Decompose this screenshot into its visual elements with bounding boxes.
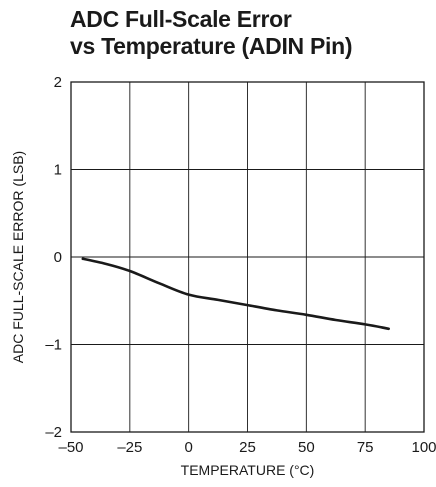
y-tick-labels: –2 –1 0 1 2 <box>45 74 62 441</box>
x-tick-label: –50 <box>58 439 83 456</box>
series-line <box>81 257 390 331</box>
y-tick-label: –2 <box>45 424 62 441</box>
y-axis-label: ADC FULL-SCALE ERROR (LSB) <box>10 151 26 363</box>
plot-frame <box>70 81 425 433</box>
x-axis-label: TEMPERATURE (°C) <box>181 462 315 478</box>
y-tick-label: 2 <box>54 74 62 91</box>
chart-title-line-2: vs Temperature (ADIN Pin) <box>70 33 353 59</box>
y-tick-label: 0 <box>54 249 62 266</box>
x-tick-label: 25 <box>239 439 256 456</box>
chart-title: ADC Full-Scale Error vs Temperature (ADI… <box>70 6 430 60</box>
y-tick-label: 1 <box>54 162 62 179</box>
x-tick-label: 75 <box>357 439 374 456</box>
x-tick-label: 50 <box>298 439 315 456</box>
series-layer <box>81 257 390 331</box>
x-tick-labels: –50 –25 0 25 50 75 100 <box>58 439 436 456</box>
grid-lines <box>71 82 424 432</box>
x-tick-label: –25 <box>117 439 142 456</box>
y-tick-label: –1 <box>45 337 62 354</box>
x-tick-label: 100 <box>411 439 436 456</box>
chart-title-line-1: ADC Full-Scale Error <box>70 6 292 32</box>
x-tick-label: 0 <box>184 439 192 456</box>
